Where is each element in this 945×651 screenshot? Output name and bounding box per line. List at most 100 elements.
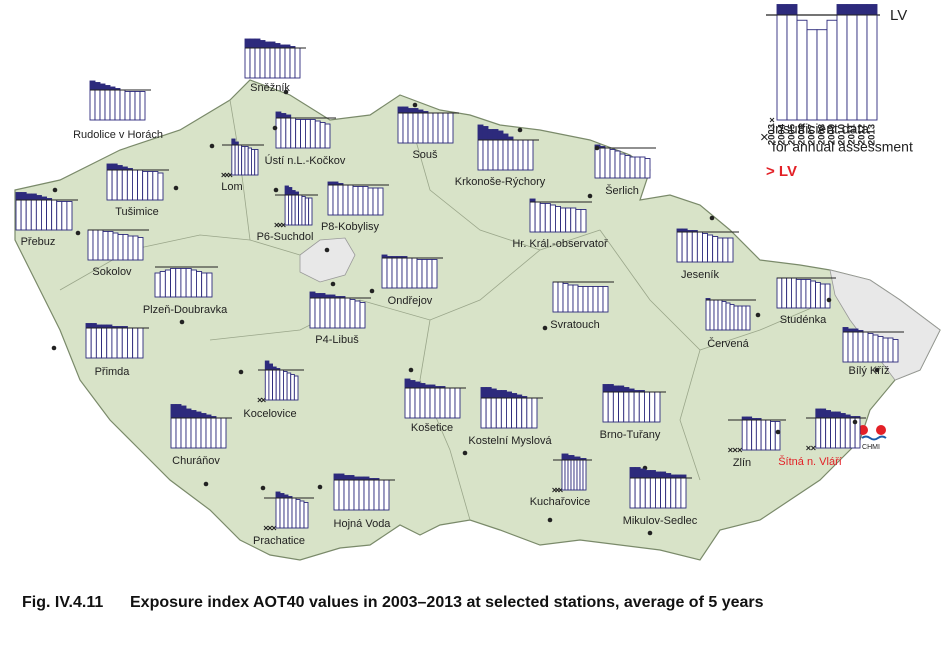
bar-excess (650, 470, 656, 478)
bar-excess (276, 368, 280, 370)
bar (339, 296, 346, 329)
bar-excess (91, 323, 97, 328)
bar (560, 207, 567, 233)
bar (751, 418, 757, 451)
bar-excess (231, 139, 236, 145)
bar (353, 476, 360, 511)
bar (755, 418, 762, 451)
bar (386, 256, 393, 289)
bar (633, 390, 640, 423)
bar (124, 91, 131, 121)
bar (190, 269, 197, 298)
station-dot (238, 369, 244, 375)
bar-excess (364, 477, 369, 480)
bar (654, 391, 661, 423)
bar-excess (820, 409, 826, 418)
bar (580, 209, 587, 233)
missing-mark (261, 397, 266, 403)
bar (776, 4, 788, 121)
bar (342, 184, 349, 216)
bar (629, 156, 636, 179)
bar (107, 231, 114, 261)
bar (842, 327, 849, 363)
bar-excess (206, 415, 211, 418)
bar (675, 474, 682, 509)
bar-excess (486, 387, 492, 398)
bar (200, 413, 207, 449)
station-dot (75, 230, 81, 236)
station-dot (209, 143, 215, 149)
station-dot (273, 187, 279, 193)
bar-excess (600, 146, 605, 148)
bar-excess (36, 195, 42, 200)
bar (531, 397, 538, 429)
bar (396, 256, 403, 289)
bar (866, 4, 878, 121)
bar (856, 4, 868, 121)
bar (251, 149, 256, 176)
bar-excess (635, 467, 641, 478)
bar (275, 368, 281, 401)
bar (786, 277, 792, 309)
bar (729, 304, 735, 331)
legend-year: 2013 (867, 124, 878, 145)
bar-excess (825, 410, 831, 418)
station-label: Lom (221, 181, 242, 193)
bar-excess (31, 194, 37, 200)
bar-excess (580, 458, 583, 460)
bar (516, 394, 523, 429)
bar (717, 237, 724, 263)
bar (201, 272, 208, 298)
bar-excess (420, 383, 425, 388)
station-label: Svratouch (550, 319, 600, 331)
bar (349, 299, 356, 329)
bar-excess (107, 164, 113, 170)
bar (61, 201, 68, 231)
legend-year: 2012 (857, 124, 868, 145)
bar (97, 229, 104, 261)
bar (609, 149, 616, 179)
bar (867, 333, 874, 363)
bar (244, 146, 249, 176)
bar (357, 186, 364, 216)
legend-year: 2011 (847, 123, 858, 144)
bar (137, 169, 144, 201)
bar-excess (682, 229, 688, 232)
bar (329, 294, 336, 329)
bar (291, 497, 297, 529)
caption-text: Exposure index AOT40 values in 2003–2013… (130, 594, 764, 611)
bar (427, 112, 434, 144)
bar (175, 268, 182, 298)
bar (280, 113, 287, 149)
bar-excess (857, 4, 867, 15)
bar-excess (848, 329, 853, 332)
bar (205, 414, 212, 449)
legend-year: 2004 (777, 123, 788, 145)
bar (665, 473, 672, 509)
legend-exceed: > LV (766, 163, 797, 180)
bar-excess (284, 495, 288, 498)
bar (575, 209, 582, 233)
bar (796, 19, 808, 121)
bar (765, 419, 771, 451)
bar-excess (235, 142, 239, 145)
missing-mark (267, 525, 273, 531)
bar-excess (670, 475, 676, 478)
bar (437, 112, 444, 144)
station-dot (52, 187, 58, 193)
bar-excess (275, 43, 280, 48)
bar (544, 203, 551, 233)
bar-excess (613, 386, 619, 392)
bar-excess (687, 230, 693, 232)
bar (725, 302, 731, 331)
station-label: P8-Kobylisy (321, 221, 380, 233)
bar (56, 201, 63, 231)
bar-excess (435, 386, 440, 388)
bar-excess (840, 413, 846, 418)
bar (352, 186, 359, 216)
bar (132, 235, 139, 261)
bar (431, 259, 438, 289)
station-dot (412, 102, 418, 108)
legend-year: 2003 (767, 124, 778, 145)
missing-mark (737, 447, 743, 453)
